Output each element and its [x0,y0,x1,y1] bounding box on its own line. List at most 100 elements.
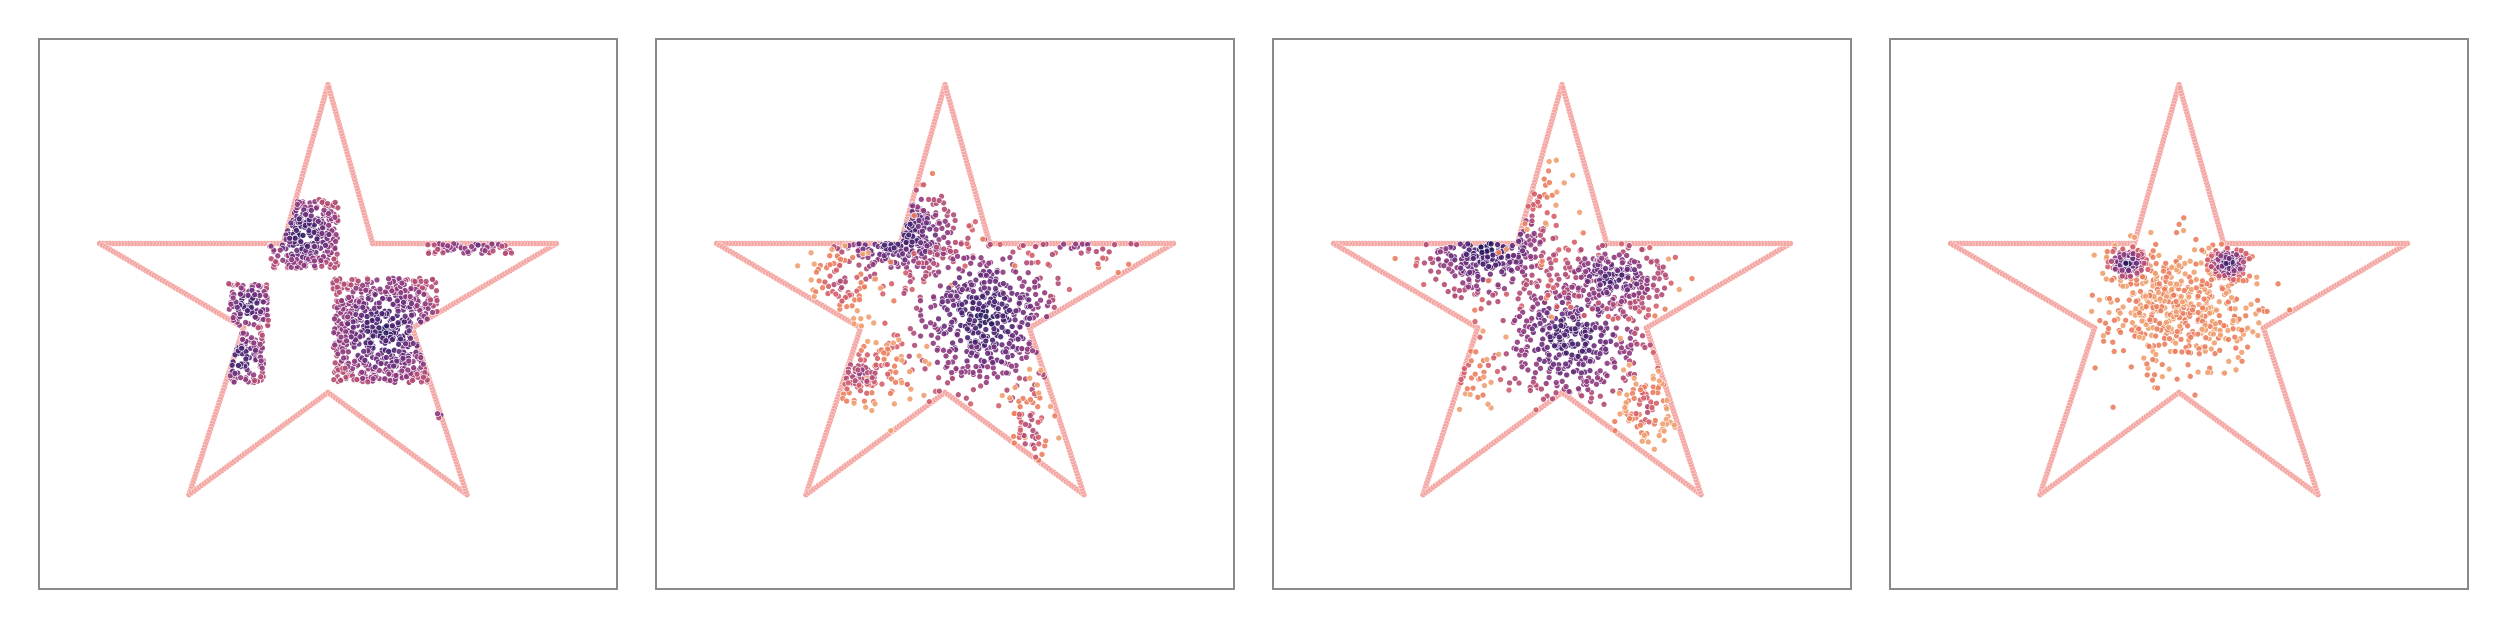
sample-point [1574,320,1582,328]
sample-point [1528,263,1535,271]
sample-point [1422,241,1430,248]
sample-point [410,364,417,371]
sample-point [960,254,968,262]
panel-2 [655,38,1235,590]
sample-point [1558,378,1566,385]
sample-point [1114,269,1122,276]
sample-point [408,311,415,319]
sample-point [401,318,408,326]
sample-point [872,361,880,369]
sample-point [1538,257,1546,265]
sample-point [864,351,871,359]
sample-point [1477,243,1485,251]
sample-point [1009,248,1017,256]
sample-point [1051,412,1059,420]
sample-point [382,337,390,344]
sample-point [1605,313,1612,320]
sample-point [1631,258,1638,265]
sample-point [1534,283,1541,290]
sample-point [318,230,326,237]
sample-point [981,284,988,292]
sample-point [1034,259,1042,266]
sample-point [1600,401,1608,408]
sample-point [926,398,933,405]
sample-point [946,326,954,333]
sample-point [395,341,402,348]
sample-point [1066,286,1073,293]
sample-point [1537,231,1544,239]
sample-point [923,343,931,350]
sample-point [1543,309,1551,317]
sample-point [1451,272,1459,280]
sample-point [944,264,952,271]
sample-point [937,282,944,290]
sample-point [331,341,339,349]
sample-point [923,242,931,250]
sample-point [969,369,977,376]
sample-point [953,292,960,300]
sample-point [360,348,368,355]
sample-point [966,316,973,324]
sample-point [420,360,427,368]
sample-point [274,252,282,260]
sample-point [1503,350,1510,358]
sample-point [1563,371,1570,379]
sample-point [957,240,965,248]
sample-point [1441,281,1448,288]
sample-point [1494,368,1501,375]
sample-point [895,336,903,344]
sample-point [1661,305,1669,313]
sample-point [1624,266,1631,273]
sample-point [997,333,1004,341]
sample-point [861,283,868,291]
sample-point [313,235,321,243]
sample-point [1477,305,1485,313]
sample-point [1464,240,1472,248]
sample-point [1627,334,1634,342]
sample-point [906,220,914,228]
sample-point [1582,332,1590,340]
sample-point [351,357,358,365]
sample-point [1577,273,1585,281]
sample-point [851,377,859,384]
sample-point [1012,307,1020,315]
sample-point [385,348,392,355]
sample-point [248,334,255,341]
sample-point [1034,381,1041,389]
sample-point [1562,349,1570,357]
sample-point [251,291,259,299]
sample-point [375,324,383,332]
sample-point [400,299,407,306]
sample-point [872,339,880,346]
sample-point [869,261,877,268]
sample-point [229,294,237,302]
sample-point [955,265,963,273]
sample-point [1043,313,1050,320]
sample-point [429,276,436,283]
sample-point [955,391,962,398]
sample-point [1027,396,1034,403]
sample-point [1509,275,1517,283]
sample-point [402,340,409,348]
sample-point [1457,294,1465,301]
sample-point [1548,313,1555,321]
sample-point [1561,341,1568,349]
sample-point [340,354,347,362]
sample-point [481,247,489,254]
sample-point [943,306,951,314]
sample-point [862,275,870,283]
star-outline [713,81,1177,498]
sample-point [1022,421,1029,428]
sample-point [378,310,386,317]
sample-point [986,241,994,248]
sample-point [1580,312,1588,319]
sample-point [998,341,1006,349]
sample-point [302,211,309,218]
sample-point [237,310,244,318]
sample-point [982,337,990,345]
sample-point [1027,302,1034,310]
sample-point [235,362,242,369]
sample-point [1569,313,1576,321]
sample-point [957,337,964,344]
sample-point [1618,344,1625,352]
